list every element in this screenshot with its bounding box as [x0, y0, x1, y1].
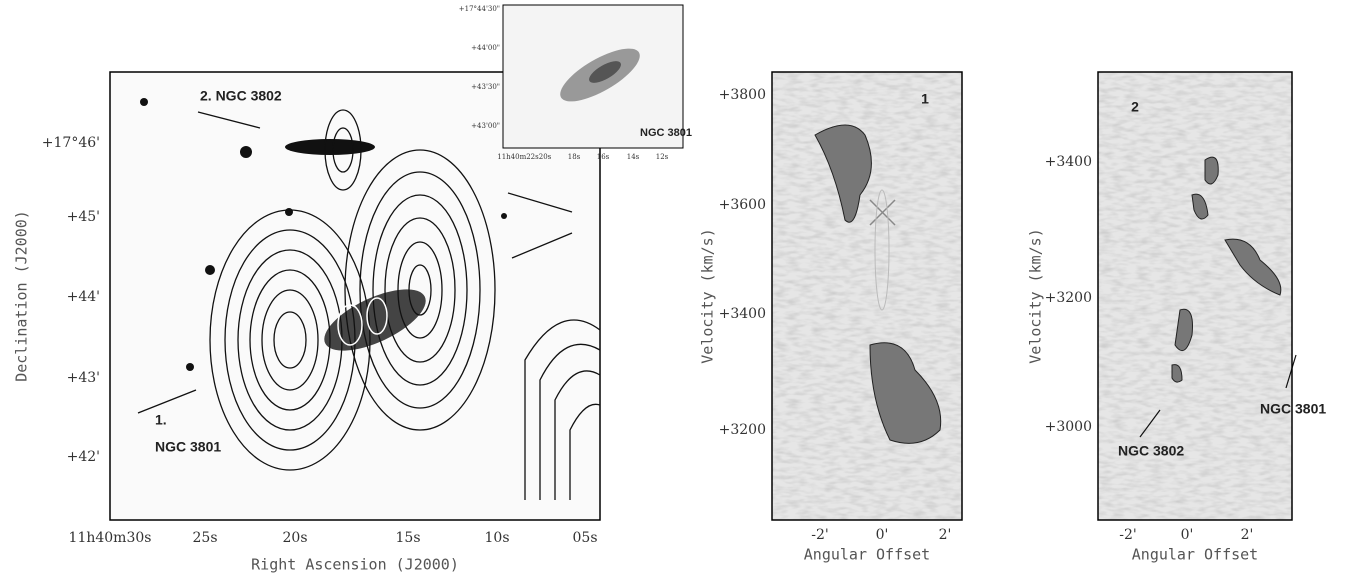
inset-panel	[502, 4, 684, 149]
x-tick-label: 2'	[939, 527, 952, 543]
x-tick-label: 0'	[876, 527, 889, 543]
y-tick-label: +45'	[67, 209, 100, 225]
x-tick-label: 14s	[627, 153, 640, 161]
annotation: 1	[921, 91, 929, 107]
y-tick-label: +3800	[719, 87, 766, 103]
x-tick-label: 2'	[1241, 527, 1254, 543]
y-tick-label: +43'	[67, 370, 100, 386]
y-tick-label: +42'	[67, 449, 100, 465]
y-axis-label: Velocity (km/s)	[1027, 228, 1045, 363]
x-tick-label: 20s	[283, 530, 308, 546]
pv-panel	[771, 71, 963, 521]
y-tick-label: +3200	[1045, 290, 1092, 306]
y-tick-label: +3200	[719, 422, 766, 438]
x-tick-label: 12s	[656, 153, 669, 161]
x-tick-label: 18s	[568, 153, 581, 161]
x-axis-label: Right Ascension (J2000)	[251, 556, 459, 574]
y-tick-label: +3000	[1045, 419, 1092, 435]
annotation: NGC 3801	[155, 439, 221, 455]
y-tick-label: +44'00"	[471, 44, 500, 52]
x-tick-label: 05s	[573, 530, 598, 546]
y-axis-label: Velocity (km/s)	[699, 228, 717, 363]
x-tick-label: 15s	[396, 530, 421, 546]
y-tick-label: +17°46'	[42, 135, 100, 151]
x-tick-label: 11h40m30s	[69, 530, 152, 546]
annotation: 1.	[155, 412, 167, 428]
annotation: NGC 3802	[1118, 443, 1184, 459]
y-tick-label: +43'00"	[471, 122, 500, 130]
x-tick-label: 20s	[539, 153, 552, 161]
y-tick-label: +44'	[67, 289, 100, 305]
x-tick-label: 10s	[485, 530, 510, 546]
pv-panel	[1097, 71, 1297, 521]
y-tick-label: +3400	[719, 306, 766, 322]
annotation: 2. NGC 3802	[200, 88, 282, 104]
x-axis-label: Angular Offset	[804, 546, 930, 564]
y-axis-label: Declination (J2000)	[13, 210, 31, 382]
annotation: NGC 3801	[640, 127, 692, 139]
y-tick-label: +3600	[719, 197, 766, 213]
y-tick-label: +17°44'30"	[459, 5, 500, 13]
x-tick-label: -2'	[1119, 527, 1137, 543]
x-tick-label: 16s	[597, 153, 610, 161]
annotation: NGC 3801	[1260, 401, 1326, 417]
x-tick-label: 0'	[1181, 527, 1194, 543]
annotation: 2	[1131, 99, 1139, 115]
x-axis-label: Angular Offset	[1132, 546, 1258, 564]
x-tick-label: 25s	[193, 530, 218, 546]
x-tick-label: -2'	[811, 527, 829, 543]
y-tick-label: +43'30"	[471, 83, 500, 91]
x-tick-label: 11h40m22s	[497, 153, 539, 161]
y-tick-label: +3400	[1045, 154, 1092, 170]
